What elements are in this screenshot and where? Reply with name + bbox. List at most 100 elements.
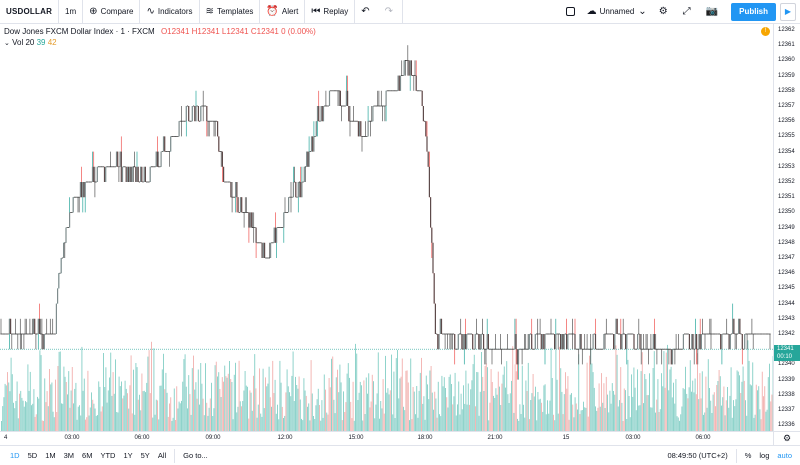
alert-button[interactable]: ⏰ Alert (260, 0, 306, 24)
interval-button[interactable]: 1m (59, 0, 84, 24)
range-5d[interactable]: 5D (27, 451, 38, 460)
volume-bar (482, 376, 484, 431)
volume-bar (674, 403, 676, 431)
volume-bar (219, 389, 221, 431)
snapshot-button[interactable]: 📷 (700, 0, 727, 24)
range-5y[interactable]: 5Y (140, 451, 150, 460)
candle-body (422, 106, 424, 122)
volume-bar (112, 372, 114, 431)
collapse-chevron-icon[interactable]: ⌄ (4, 40, 10, 47)
redo-button[interactable]: ↷ (379, 0, 403, 24)
volume-bar (111, 395, 113, 431)
candle-body (312, 136, 314, 152)
volume-bar (31, 405, 32, 431)
layout-menu[interactable]: ☁ Unnamed ⌄ (581, 0, 653, 24)
price-chart[interactable] (0, 24, 773, 431)
volume-bar (418, 390, 420, 431)
play-button[interactable]: ▶ (780, 2, 796, 21)
volume-bar (155, 399, 157, 431)
volume-bar (569, 394, 571, 431)
candle-body (541, 334, 544, 350)
volume-bar (368, 373, 370, 431)
symbol-search[interactable]: USDOLLAR (0, 0, 60, 24)
volume-bar (115, 359, 116, 431)
fullscreen-toggle[interactable] (560, 0, 581, 24)
legend-volume-row[interactable]: ⌄ Vol 20 39 42 (4, 37, 316, 49)
volume-bar (620, 367, 622, 431)
volume-bar (69, 407, 71, 431)
volume-bar (265, 377, 266, 431)
volume-bar (715, 406, 716, 431)
price-tick: 12349 (778, 224, 795, 231)
candle-body (149, 166, 151, 182)
candle-body (135, 166, 137, 182)
volume-bar (398, 398, 400, 431)
volume-bar (695, 394, 697, 431)
range-ytd[interactable]: YTD (100, 451, 116, 460)
volume-bar (136, 367, 138, 431)
indicators-button[interactable]: ∿ Indicators (140, 0, 200, 24)
auto-toggle[interactable]: auto (777, 451, 792, 460)
clock[interactable]: 08:49:50 (UTC+2) (667, 451, 728, 460)
volume-bar (573, 417, 575, 431)
volume-bar (501, 383, 503, 431)
range-6m[interactable]: 6M (82, 451, 93, 460)
time-tick: 03:00 (625, 435, 641, 441)
volume-bar (511, 380, 512, 431)
volume-bar (371, 374, 373, 431)
time-axis[interactable]: 4 03:00 06:00 09:00 12:00 15:00 18:00 21:00 15 03… (0, 431, 773, 446)
volume-bar (257, 404, 259, 431)
volume-bar (339, 364, 341, 431)
interval-label: 1m (65, 7, 77, 16)
volume-bar (461, 409, 463, 431)
price-tick: 12351 (778, 194, 795, 201)
volume-bar (10, 357, 12, 431)
candle-body (652, 334, 654, 350)
volume-bar (128, 408, 130, 431)
candle-body (55, 303, 57, 334)
candle-body (217, 121, 219, 137)
candle-body (69, 212, 71, 228)
volume-bar (560, 368, 562, 431)
log-toggle[interactable]: log (759, 451, 770, 460)
volume-bar (572, 404, 574, 431)
volume-bar (379, 418, 380, 431)
volume-bar (632, 396, 634, 431)
compare-button[interactable]: ⊕ Compare (83, 0, 141, 24)
volume-bar (343, 391, 344, 431)
volume-bar (701, 371, 703, 431)
candle-body (160, 151, 162, 167)
range-1d[interactable]: 1D (10, 451, 20, 460)
percent-toggle[interactable]: % (744, 451, 752, 460)
replay-button[interactable]: ⏮ Replay (305, 0, 356, 24)
alert-badge-mark: ! (764, 28, 767, 34)
range-3m[interactable]: 3M (63, 451, 75, 460)
camera-icon: 📷 (705, 5, 719, 17)
publish-button[interactable]: Publish (731, 2, 776, 21)
range-all[interactable]: All (157, 451, 167, 460)
candle-body (625, 334, 627, 350)
axis-settings-button[interactable]: ⚙ (773, 431, 800, 445)
volume-bar (766, 409, 768, 431)
price-axis[interactable]: 12362 12361 12360 12359 12358 12357 12356 12355… (773, 24, 800, 431)
settings-button[interactable]: ⚙ (653, 0, 677, 24)
templates-button[interactable]: ≋ Templates (200, 0, 261, 24)
candle-body (385, 90, 387, 106)
volume-bar (735, 399, 737, 431)
alert-badge[interactable]: ! (761, 27, 770, 36)
volume-ma: 42 (47, 38, 57, 47)
volume-bar (139, 394, 140, 431)
fullscreen-button[interactable]: ⤢ (677, 0, 700, 24)
candle-body (733, 318, 735, 334)
volume-bar (403, 406, 404, 431)
volume-bar (167, 416, 169, 431)
volume-bar (130, 355, 132, 431)
candle-body (626, 334, 628, 350)
undo-button[interactable]: ↶ (355, 0, 378, 24)
candle-body (307, 151, 309, 167)
range-1y[interactable]: 1Y (123, 451, 133, 460)
volume-bar (373, 381, 374, 431)
go-to-button[interactable]: Go to... (183, 451, 208, 460)
volume-bar (419, 372, 421, 431)
range-1m[interactable]: 1M (45, 451, 56, 460)
